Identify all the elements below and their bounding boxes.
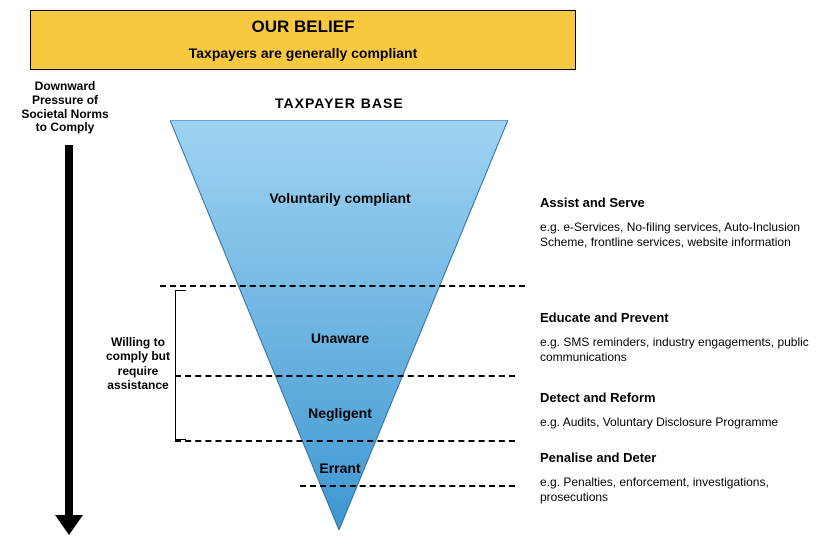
response-detect-reform-body: e.g. Audits, Voluntary Disclosure Progra…: [540, 415, 810, 430]
segment-negligent: Negligent: [300, 405, 380, 421]
arrow-label-line: Societal Norms: [21, 107, 108, 121]
diagram-stage: OUR BELIEF Taxpayers are generally compl…: [0, 0, 830, 547]
bracket-label: Willing to comply but require assistance: [98, 335, 178, 393]
bracket-label-line: comply but: [106, 349, 170, 363]
dash-line-2: [175, 375, 515, 377]
bracket-label-line: assistance: [107, 378, 168, 392]
response-assist-serve-title: Assist and Serve: [540, 195, 810, 210]
segment-errant: Errant: [313, 460, 367, 476]
dash-line-3: [175, 440, 515, 442]
response-penalise-deter-title: Penalise and Deter: [540, 450, 810, 465]
arrow-label-line: Downward: [35, 79, 96, 93]
segment-voluntarily-compliant: Voluntarily compliant: [255, 190, 425, 206]
bracket-label-line: Willing to: [111, 335, 165, 349]
arrow-head: [55, 515, 83, 535]
segment-unaware: Unaware: [300, 330, 380, 346]
response-educate-prevent-body: e.g. SMS reminders, industry engagements…: [540, 335, 810, 365]
belief-box: OUR BELIEF Taxpayers are generally compl…: [30, 10, 576, 70]
down-arrow: [55, 145, 83, 535]
belief-subtitle: Taxpayers are generally compliant: [31, 45, 575, 61]
dash-line-1: [160, 285, 525, 287]
response-detect-reform-title: Detect and Reform: [540, 390, 810, 405]
response-assist-serve-body: e.g. e-Services, No-filing services, Aut…: [540, 220, 810, 250]
response-penalise-deter-body: e.g. Penalties, enforcement, investigati…: [540, 475, 810, 505]
bracket-label-line: require: [118, 364, 159, 378]
arrow-shaft: [65, 145, 73, 515]
arrow-label-line: Pressure of: [32, 93, 98, 107]
dash-line-4: [300, 485, 515, 487]
downward-pressure-label: Downward Pressure of Societal Norms to C…: [5, 80, 125, 135]
belief-title: OUR BELIEF: [31, 17, 575, 37]
response-educate-prevent-title: Educate and Prevent: [540, 310, 810, 325]
arrow-label-line: to Comply: [36, 120, 95, 134]
taxpayer-base-heading: TAXPAYER BASE: [275, 95, 404, 111]
